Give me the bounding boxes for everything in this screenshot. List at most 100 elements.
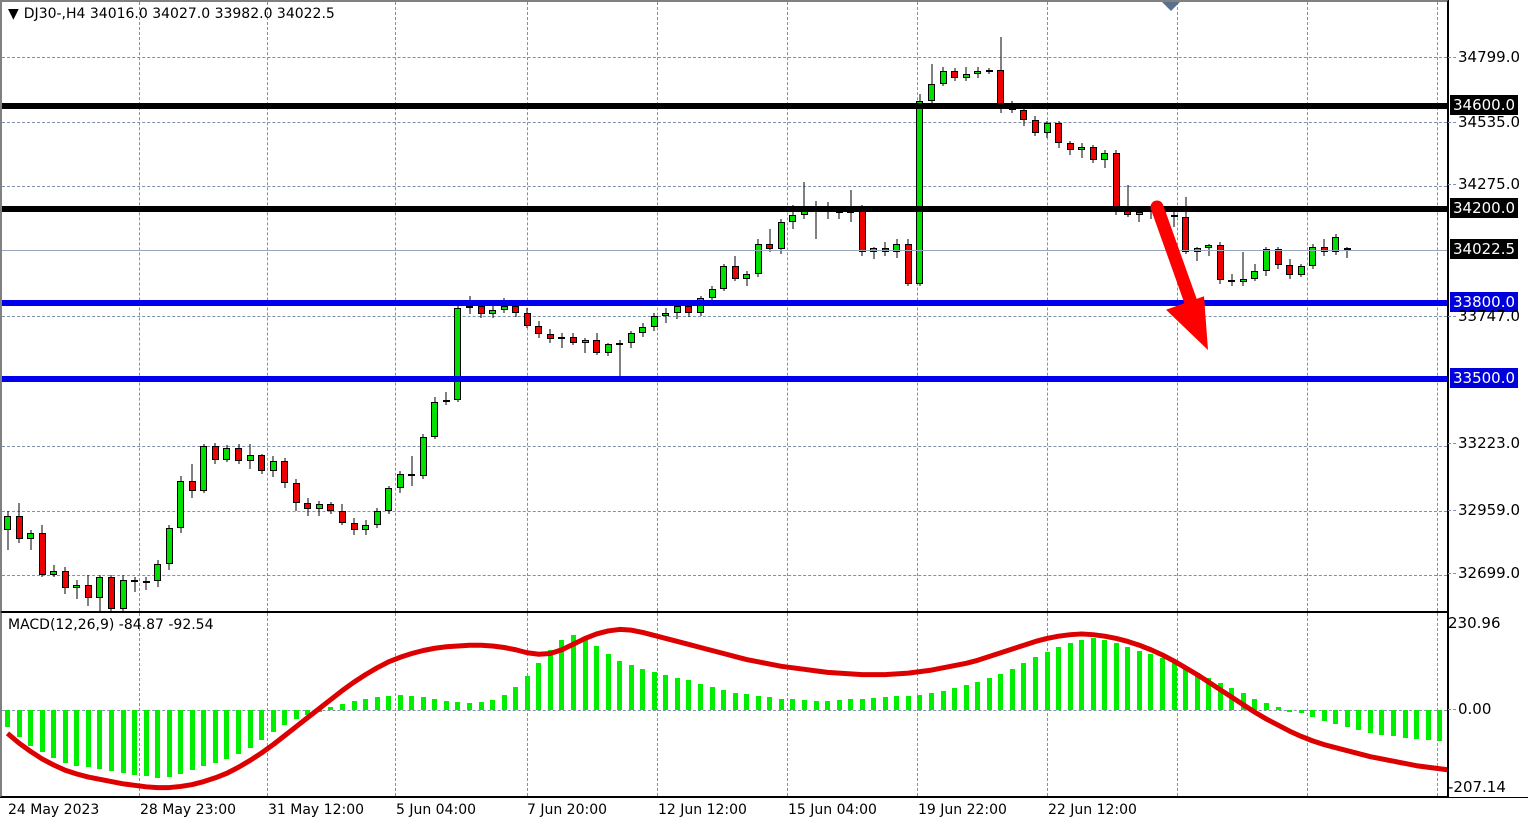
candlestick[interactable]: [1055, 2, 1063, 611]
candlestick[interactable]: [454, 2, 462, 611]
price-level-line-33800.0[interactable]: [2, 300, 1447, 306]
time-axis[interactable]: 24 May 2023 28 May 23:00 31 May 12:00 5 Jun…: [0, 797, 1528, 825]
macd-indicator-panel[interactable]: MACD(12,26,9) -84.87 -92.54: [0, 612, 1448, 797]
candlestick[interactable]: [697, 2, 704, 611]
candlestick[interactable]: [269, 2, 277, 611]
candlestick[interactable]: [847, 2, 855, 611]
candlestick[interactable]: [904, 2, 912, 611]
candlestick[interactable]: [939, 2, 947, 611]
candlestick[interactable]: [1228, 2, 1236, 611]
candlestick[interactable]: [258, 2, 266, 611]
candlestick[interactable]: [292, 2, 300, 611]
candlestick[interactable]: [535, 2, 543, 611]
candlestick[interactable]: [15, 2, 23, 611]
candlestick[interactable]: [824, 2, 832, 611]
candlestick[interactable]: [754, 2, 762, 611]
candlestick[interactable]: [1066, 2, 1074, 611]
price-plot-area[interactable]: [2, 2, 1447, 611]
candlestick[interactable]: [142, 2, 150, 611]
candlestick[interactable]: [1078, 2, 1086, 611]
candlestick[interactable]: [1159, 2, 1166, 611]
price-level-line-34022.5[interactable]: [2, 250, 1447, 251]
candlestick[interactable]: [616, 2, 624, 611]
candlestick[interactable]: [165, 2, 173, 611]
candlestick[interactable]: [373, 2, 381, 611]
candlestick[interactable]: [1216, 2, 1224, 611]
candlestick[interactable]: [627, 2, 635, 611]
candlestick[interactable]: [96, 2, 104, 611]
candlestick[interactable]: [1008, 2, 1016, 611]
candlestick[interactable]: [350, 2, 358, 611]
candlestick[interactable]: [442, 2, 450, 611]
candlestick[interactable]: [4, 2, 11, 611]
candlestick[interactable]: [61, 2, 69, 611]
candlestick[interactable]: [50, 2, 58, 611]
candlestick[interactable]: [1297, 2, 1305, 611]
candlestick[interactable]: [327, 2, 335, 611]
candlestick[interactable]: [558, 2, 566, 611]
candlestick[interactable]: [431, 2, 439, 611]
candlestick[interactable]: [1205, 2, 1213, 611]
candlestick[interactable]: [1343, 2, 1351, 611]
candlestick[interactable]: [766, 2, 774, 611]
candlestick[interactable]: [38, 2, 46, 611]
price-axis-tag-33500.0[interactable]: 33500.0: [1450, 368, 1519, 388]
candlestick[interactable]: [362, 2, 370, 611]
candlestick[interactable]: [27, 2, 35, 611]
candlestick[interactable]: [177, 2, 185, 611]
candlestick[interactable]: [246, 2, 254, 611]
candlestick[interactable]: [512, 2, 520, 611]
price-level-line-34600.0[interactable]: [2, 103, 1447, 109]
candlestick[interactable]: [1262, 2, 1270, 611]
candlestick[interactable]: [419, 2, 427, 611]
candlestick[interactable]: [500, 2, 508, 611]
candlestick[interactable]: [1112, 2, 1120, 611]
candlestick[interactable]: [974, 2, 982, 611]
candlestick[interactable]: [997, 2, 1005, 611]
candlestick[interactable]: [673, 2, 681, 611]
candlestick[interactable]: [1170, 2, 1178, 611]
candlestick[interactable]: [835, 2, 843, 611]
candlestick[interactable]: [962, 2, 970, 611]
candlestick[interactable]: [881, 2, 889, 611]
candlestick[interactable]: [315, 2, 323, 611]
candlestick[interactable]: [858, 2, 866, 611]
price-level-line-33500.0[interactable]: [2, 376, 1447, 382]
candlestick[interactable]: [639, 2, 647, 611]
candlestick[interactable]: [1320, 2, 1328, 611]
candlestick[interactable]: [951, 2, 959, 611]
candlestick[interactable]: [985, 2, 993, 611]
price-axis-tag-33800.0[interactable]: 33800.0: [1450, 292, 1519, 312]
candlestick[interactable]: [1031, 2, 1039, 611]
candlestick[interactable]: [1020, 2, 1028, 611]
price-axis-tag-34600.0[interactable]: 34600.0: [1450, 95, 1519, 115]
candlestick[interactable]: [1147, 2, 1155, 611]
price-level-line-34200.0[interactable]: [2, 206, 1447, 212]
price-axis-tag-34022.5[interactable]: 34022.5: [1450, 239, 1519, 259]
candlestick[interactable]: [1124, 2, 1132, 611]
candlestick[interactable]: [338, 2, 346, 611]
candlestick[interactable]: [581, 2, 589, 611]
candlestick[interactable]: [893, 2, 901, 611]
candlestick[interactable]: [1089, 2, 1097, 611]
candlestick[interactable]: [223, 2, 231, 611]
candlestick[interactable]: [477, 2, 485, 611]
candlestick[interactable]: [211, 2, 219, 611]
candlestick[interactable]: [928, 2, 935, 611]
candlestick[interactable]: [119, 2, 127, 611]
candlestick[interactable]: [1332, 2, 1340, 611]
candlestick[interactable]: [154, 2, 162, 611]
candlestick[interactable]: [396, 2, 404, 611]
candlestick[interactable]: [789, 2, 797, 611]
candlestick[interactable]: [708, 2, 716, 611]
candlestick[interactable]: [777, 2, 785, 611]
candlestick[interactable]: [546, 2, 554, 611]
candlestick[interactable]: [131, 2, 139, 611]
candlestick[interactable]: [593, 2, 601, 611]
candlestick[interactable]: [800, 2, 808, 611]
candlestick[interactable]: [650, 2, 658, 611]
price-axis-tag-34200.0[interactable]: 34200.0: [1450, 198, 1519, 218]
candlestick[interactable]: [743, 2, 751, 611]
candlestick[interactable]: [720, 2, 728, 611]
macd-plot-area[interactable]: [2, 613, 1447, 796]
